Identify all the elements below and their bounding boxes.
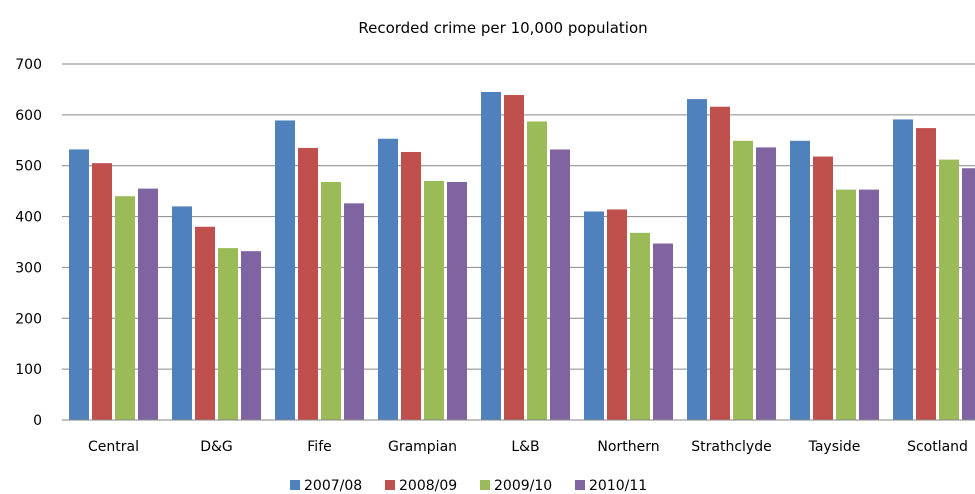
bar-fife-2008-09 bbox=[298, 147, 318, 420]
legend-label: 2009/10 bbox=[494, 478, 552, 494]
bars bbox=[62, 91, 975, 421]
legend-swatch bbox=[480, 480, 490, 490]
bar-northern-2010-11 bbox=[653, 243, 673, 420]
legend-label: 2007/08 bbox=[304, 478, 362, 494]
y-tick-label: 700 bbox=[15, 57, 42, 73]
y-tick-label: 200 bbox=[15, 311, 42, 327]
x-tick-label: Tayside bbox=[808, 439, 861, 455]
y-axis-ticks: 0 100 200 300 400 500 600 700 bbox=[15, 57, 42, 429]
legend: 2007/08 2008/09 2009/10 2010/11 bbox=[290, 478, 647, 494]
bar-grampian-2008-09 bbox=[401, 151, 421, 421]
bar-scotland-2010-11 bbox=[962, 168, 975, 420]
bar-scotland-2008-09 bbox=[916, 128, 936, 420]
legend-swatch bbox=[385, 480, 395, 490]
legend-label: 2008/09 bbox=[399, 478, 457, 494]
bar-d-g-2007-08 bbox=[172, 206, 192, 420]
x-tick-label: Fife bbox=[307, 439, 331, 455]
x-tick-label: L&B bbox=[511, 439, 539, 455]
y-tick-label: 0 bbox=[33, 413, 42, 429]
bar-d-g-2008-09 bbox=[195, 226, 215, 420]
bar-scotland-2007-08 bbox=[893, 119, 913, 420]
bar-grampian-2007-08 bbox=[378, 138, 398, 420]
bar-tayside-2008-09 bbox=[813, 156, 833, 420]
y-tick-label: 500 bbox=[15, 159, 42, 175]
bar-strathclyde-2008-09 bbox=[710, 106, 730, 420]
bar-tayside-2010-11 bbox=[859, 189, 879, 420]
bar-strathclyde-2009-10 bbox=[733, 140, 753, 420]
legend-label: 2010/11 bbox=[589, 478, 647, 494]
bar-northern-2007-08 bbox=[584, 211, 604, 420]
bar-central-2009-10 bbox=[115, 196, 135, 420]
bar-l-b-2008-09 bbox=[504, 95, 524, 420]
bar-tayside-2009-10 bbox=[836, 189, 856, 420]
legend-swatch bbox=[290, 480, 300, 490]
x-tick-label: Strathclyde bbox=[691, 439, 771, 455]
bar-tayside-2007-08 bbox=[790, 140, 810, 420]
x-axis-ticks: Central D&G Fife Grampian L&B Northern Strathc… bbox=[88, 439, 968, 455]
legend-swatch bbox=[575, 480, 585, 490]
bar-northern-2008-09 bbox=[607, 209, 627, 420]
x-tick-label: Northern bbox=[597, 439, 659, 455]
bar-fife-2007-08 bbox=[275, 120, 295, 421]
bar-fife-2009-10 bbox=[321, 181, 341, 420]
bar-fife-2010-11 bbox=[344, 203, 364, 420]
bar-l-b-2009-10 bbox=[527, 121, 547, 421]
bar-l-b-2010-11 bbox=[550, 149, 570, 420]
bar-grampian-2009-10 bbox=[424, 180, 444, 420]
x-tick-label: D&G bbox=[200, 439, 233, 455]
chart-title: Recorded crime per 10,000 population bbox=[358, 19, 647, 37]
bar-northern-2009-10 bbox=[630, 232, 650, 420]
bar-d-g-2009-10 bbox=[218, 248, 238, 420]
x-tick-label: Central bbox=[88, 439, 139, 455]
bar-d-g-2010-11 bbox=[241, 251, 261, 420]
y-tick-label: 600 bbox=[15, 108, 42, 124]
y-tick-label: 400 bbox=[15, 210, 42, 226]
x-tick-label: Grampian bbox=[388, 439, 457, 455]
bar-strathclyde-2007-08 bbox=[687, 99, 707, 420]
x-tick-label: Scotland bbox=[907, 439, 968, 455]
y-tick-label: 100 bbox=[15, 362, 42, 378]
bar-l-b-2007-08 bbox=[481, 91, 501, 420]
bar-grampian-2010-11 bbox=[447, 181, 467, 420]
bar-scotland-2009-10 bbox=[939, 159, 959, 420]
bar-central-2008-09 bbox=[92, 163, 112, 420]
bar-strathclyde-2010-11 bbox=[756, 147, 776, 421]
y-tick-label: 300 bbox=[15, 260, 42, 276]
bar-central-2010-11 bbox=[138, 188, 158, 420]
bar-central-2007-08 bbox=[69, 149, 89, 420]
